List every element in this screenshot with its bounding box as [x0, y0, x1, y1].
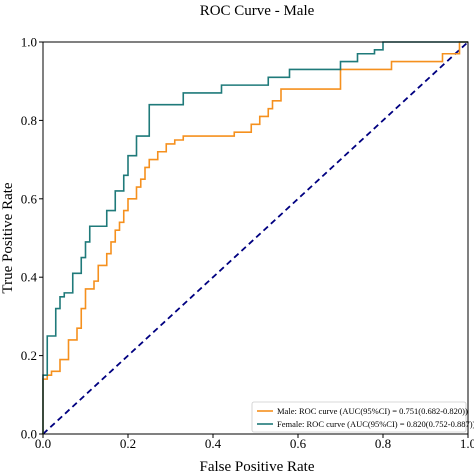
plot-area: [42, 41, 469, 435]
roc-curve-male: [42, 41, 468, 434]
y-tick-label: 0.0: [21, 427, 37, 442]
plot-frame: [42, 41, 469, 435]
legend: Male: ROC curve (AUC(95%CI) = 0.751(0.68…: [251, 401, 474, 433]
y-axis-title: True Positive Rate: [0, 182, 16, 293]
x-tick-label: 0.6: [290, 436, 307, 451]
chart-title: ROC Curve - Male: [200, 3, 315, 19]
x-axis-title: False Positive Rate: [200, 459, 315, 474]
y-tick-label: 0.2: [21, 348, 37, 363]
y-tick-label: 0.8: [21, 113, 37, 128]
y-tick-label: 0.4: [21, 270, 38, 285]
legend-box: [251, 401, 467, 433]
roc-curve-female: [42, 41, 468, 434]
x-tick-label: 0.4: [205, 436, 222, 451]
y-tick-label: 0.6: [21, 191, 38, 206]
legend-label-female: Female: ROC curve (AUC(95%CI) = 0.820(0.…: [277, 419, 474, 429]
x-tick-label: 1.0: [460, 436, 474, 451]
axis-ticks: 0.0 0.2 0.4 0.6 0.8 1.0 0.0 0.2 0.4 0.6 0.8 1.0: [21, 35, 474, 452]
legend-label-male: Male: ROC curve (AUC(95%CI) = 0.751(0.68…: [277, 406, 468, 416]
x-tick-label: 0.0: [35, 436, 51, 451]
x-tick-label: 0.2: [120, 436, 136, 451]
x-tick-label: 0.8: [375, 436, 391, 451]
y-tick-label: 1.0: [21, 35, 37, 50]
reference-diagonal-line: [42, 41, 469, 435]
